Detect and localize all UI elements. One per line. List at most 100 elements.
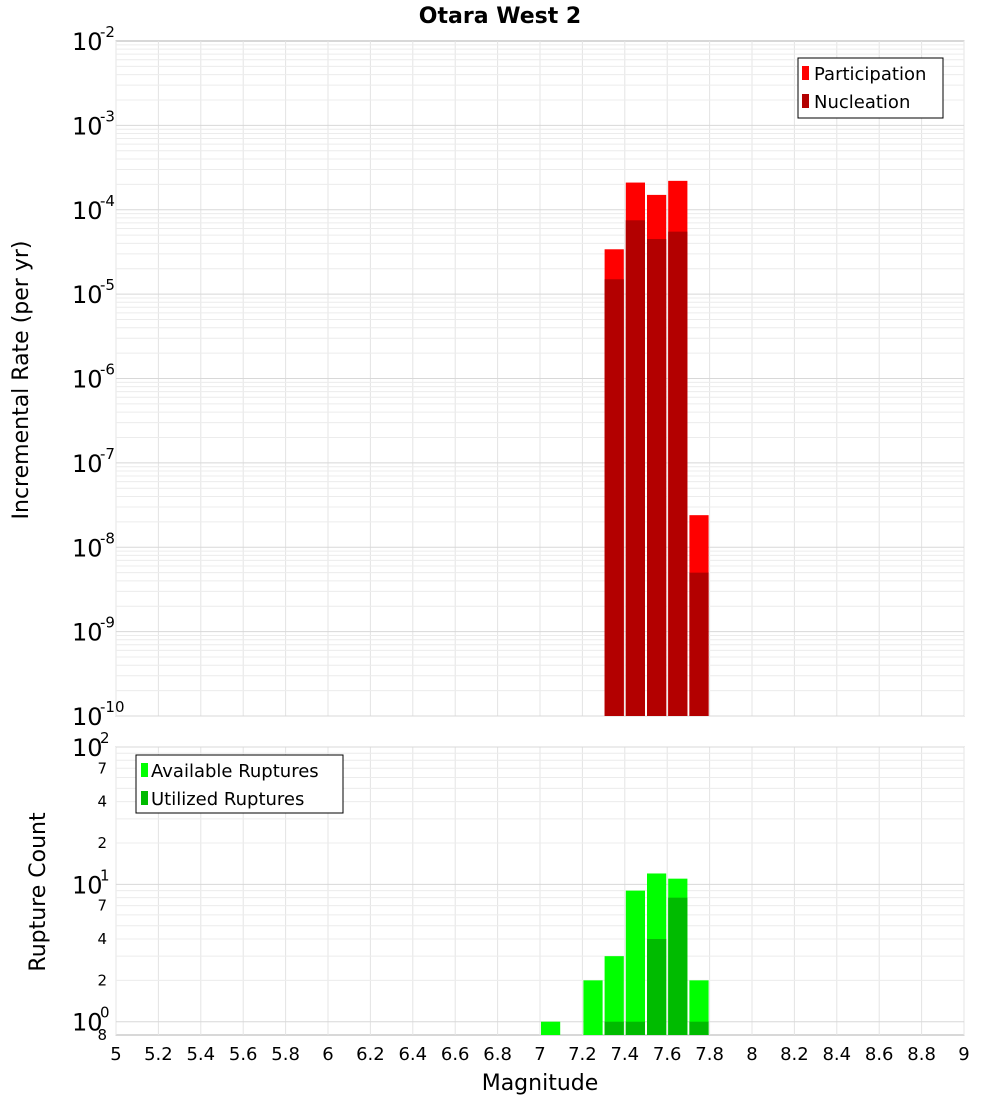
x-tick-label: 5.2	[144, 1044, 173, 1065]
rate-y-axis-label: Incremental Rate (per yr)	[9, 241, 34, 520]
x-tick-label: 6.8	[483, 1044, 512, 1065]
count-y-tick-exponent: 1	[100, 866, 110, 884]
count-y-minor-tick-label: 7	[97, 897, 107, 915]
x-tick-label: 7.4	[610, 1044, 639, 1065]
legend-label-participation: Participation	[814, 64, 926, 85]
count-y-axis-label: Rupture Count	[26, 812, 51, 972]
utilized-ruptures-bar	[625, 1021, 645, 1035]
rate-y-tick: 10-7	[72, 445, 115, 478]
rate-grid	[115, 41, 965, 717]
utilized-ruptures-bar	[604, 1021, 624, 1035]
x-tick-label: 6.4	[398, 1044, 427, 1065]
rate-y-tick-exponent: -5	[100, 276, 115, 294]
rate-y-tick-base: 10	[72, 450, 103, 478]
count-y-minor-tick-label: 2	[97, 971, 107, 989]
available-ruptures-bar	[689, 980, 709, 1035]
rate-y-tick: 10-8	[72, 529, 115, 562]
legend-swatch-utilized	[141, 791, 148, 805]
rate-y-tick-base: 10	[72, 281, 103, 309]
available-ruptures-bar	[625, 890, 645, 1035]
count-y-tick-exponent: 0	[100, 1004, 110, 1022]
x-tick-label: 8.2	[780, 1044, 809, 1065]
count-grid	[115, 746, 965, 1035]
rate-y-tick-exponent: -2	[100, 23, 115, 41]
rate-y-tick: 10-10	[72, 698, 125, 731]
rate-y-tick-base: 10	[72, 197, 103, 225]
x-tick-label: 8	[746, 1044, 757, 1065]
utilized-ruptures-bar	[668, 897, 688, 1035]
nucleation-bar	[604, 279, 624, 716]
x-tick-label: 8.6	[865, 1044, 894, 1065]
count-y-tick-base: 10	[72, 871, 103, 899]
rate-y-tick-exponent: -6	[100, 361, 115, 379]
utilized-ruptures-bar	[689, 1021, 709, 1035]
rate-y-tick-exponent: -8	[100, 529, 115, 547]
x-tick-label: 5.4	[186, 1044, 215, 1065]
nucleation-bar	[668, 231, 688, 716]
count-y-minor-tick-label: 2	[97, 834, 107, 852]
legend-swatch-participation	[802, 66, 809, 80]
x-tick-label: 5.8	[271, 1044, 300, 1065]
rate-y-tick-base: 10	[72, 366, 103, 394]
x-tick-label: 5.6	[229, 1044, 258, 1065]
utilized-ruptures-bar	[647, 939, 667, 1035]
rate-y-tick: 10-4	[72, 192, 115, 225]
nucleation-bar	[625, 220, 645, 717]
count-bars	[541, 873, 709, 1035]
legend-swatch-nucleation	[802, 94, 809, 108]
x-tick-label: 8.4	[822, 1044, 851, 1065]
count-y-tick: 102	[72, 729, 110, 762]
x-tick-label: 6.2	[356, 1044, 385, 1065]
count-y-tick: 101	[72, 866, 110, 899]
rate-y-tick: 10-9	[72, 614, 115, 647]
chart-title: Otara West 2	[419, 4, 581, 29]
nucleation-bar	[689, 572, 709, 716]
x-ticks: 5 5.2 5.4 5.6 5.8 6 6.2 6.4 6.6 6.8 7 7.2 7.4 7.6 7.8 8…	[110, 1044, 969, 1065]
rate-y-tick: 10-5	[72, 276, 115, 309]
count-legend: Available Ruptures Utilized Ruptures	[135, 754, 344, 814]
count-y-minor-tick-label: 4	[97, 793, 107, 811]
rate-y-tick: 10-2	[72, 23, 115, 56]
rate-y-tick-exponent: -4	[100, 192, 115, 210]
rate-y-tick-exponent: -10	[100, 698, 125, 716]
x-tick-label: 7.6	[653, 1044, 682, 1065]
rate-y-tick-base: 10	[72, 534, 103, 562]
rate-y-tick-exponent: -7	[100, 445, 115, 463]
x-tick-label: 6	[322, 1044, 333, 1065]
x-tick-label: 8.8	[907, 1044, 936, 1065]
legend-label-available: Available Ruptures	[151, 761, 319, 782]
count-legend-box	[135, 754, 344, 814]
available-ruptures-bar	[541, 1021, 561, 1035]
count-y-minor-tick-label: 8	[97, 1026, 107, 1044]
available-ruptures-bar	[604, 956, 624, 1035]
count-y-tick: 100	[72, 1004, 110, 1037]
legend-swatch-available	[141, 763, 148, 777]
legend-label-nucleation: Nucleation	[814, 92, 910, 113]
x-tick-label: 9	[958, 1044, 969, 1065]
rate-legend-box	[797, 57, 944, 119]
x-tick-label: 7.2	[568, 1044, 597, 1065]
rate-y-tick: 10-6	[72, 361, 115, 394]
count-y-tick-exponent: 2	[100, 729, 110, 747]
nucleation-bar	[647, 239, 667, 716]
rate-y-tick-base: 10	[72, 619, 103, 647]
available-ruptures-bar	[583, 980, 603, 1035]
rate-y-tick: 10-3	[72, 107, 115, 140]
rate-y-tick-base: 10	[72, 28, 103, 56]
rate-bars	[604, 180, 709, 717]
count-y-tick-base: 10	[72, 1009, 103, 1037]
legend-label-utilized: Utilized Ruptures	[151, 789, 304, 810]
x-tick-label: 7	[534, 1044, 545, 1065]
count-y-tick-base: 10	[72, 734, 103, 762]
x-tick-label: 5	[110, 1044, 121, 1065]
rate-y-tick-exponent: -9	[100, 614, 115, 632]
count-y-minor-tick-label: 4	[97, 930, 107, 948]
rate-y-tick-base: 10	[72, 112, 103, 140]
x-tick-label: 6.6	[441, 1044, 470, 1065]
rate-y-tick-exponent: -3	[100, 107, 115, 125]
x-tick-label: 7.8	[695, 1044, 724, 1065]
